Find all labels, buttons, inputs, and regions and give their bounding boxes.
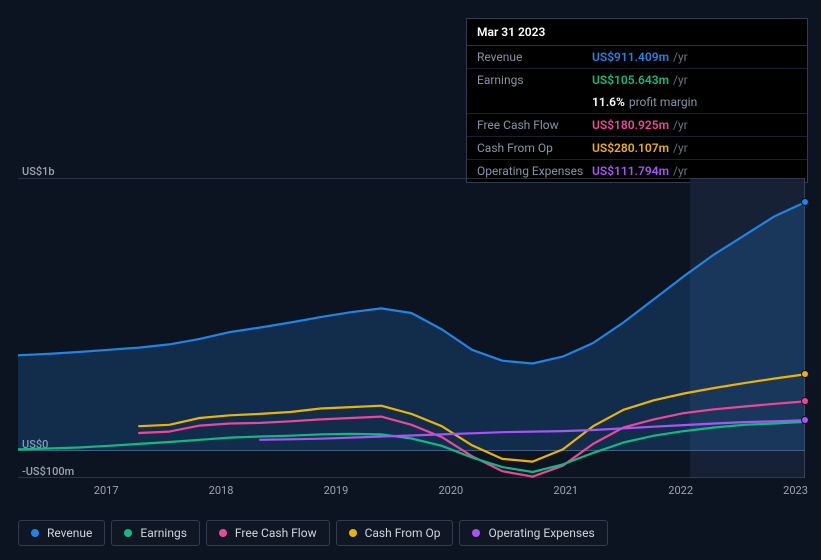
legend-label: Revenue <box>47 526 92 540</box>
y-axis-label: US$1b <box>22 165 55 178</box>
x-axis-label: 2022 <box>668 484 693 497</box>
tooltip-row-value: US$180.925m <box>592 118 669 132</box>
tooltip-row-value: US$105.643m <box>592 73 669 87</box>
tooltip-row-suffix: /yr <box>673 73 688 87</box>
chart-container: Mar 31 2023 RevenueUS$911.409m/yrEarning… <box>0 0 821 560</box>
legend-dot-icon <box>124 529 132 537</box>
tooltip-row-suffix: /yr <box>673 164 688 178</box>
x-axis-labels: 2017 2018 2019 2020 2021 2022 2023 <box>18 484 805 500</box>
tooltip-row-label: Earnings <box>477 73 592 87</box>
x-axis-label: 2020 <box>438 484 463 497</box>
x-axis-label: 2018 <box>209 484 234 497</box>
tooltip-date: Mar 31 2023 <box>467 19 807 46</box>
tooltip-row-suffix: /yr <box>673 118 688 132</box>
legend-item-operating_expenses[interactable]: Operating Expenses <box>459 520 607 546</box>
tooltip-margin-row: 11.6% profit margin <box>467 91 807 114</box>
x-axis-label: 2019 <box>324 484 349 497</box>
legend: Revenue Earnings Free Cash Flow Cash From O… <box>18 520 608 546</box>
x-axis-label: 2017 <box>94 484 119 497</box>
legend-dot-icon <box>472 529 480 537</box>
tooltip-row: EarningsUS$105.643m/yr <box>467 69 807 91</box>
series-end-marker <box>801 198 809 206</box>
series-end-marker <box>801 370 809 378</box>
tooltip-row: Cash From OpUS$280.107m/yr <box>467 137 807 160</box>
tooltip-margin-value: 11.6% <box>592 95 625 109</box>
legend-item-free_cash_flow[interactable]: Free Cash Flow <box>206 520 330 546</box>
tooltip-row-suffix: /yr <box>673 141 688 155</box>
legend-item-earnings[interactable]: Earnings <box>111 520 200 546</box>
legend-label: Operating Expenses <box>488 526 594 540</box>
tooltip-row-value: US$111.794m <box>592 164 669 178</box>
hover-tooltip: Mar 31 2023 RevenueUS$911.409m/yrEarning… <box>466 18 808 183</box>
legend-label: Earnings <box>140 526 187 540</box>
legend-dot-icon <box>31 529 39 537</box>
tooltip-row-label: Cash From Op <box>477 141 592 155</box>
tooltip-row: Free Cash FlowUS$180.925m/yr <box>467 114 807 137</box>
legend-item-cash_from_op[interactable]: Cash From Op <box>336 520 454 546</box>
tooltip-margin-label: profit margin <box>629 95 697 109</box>
tooltip-row-label: Operating Expenses <box>477 164 592 178</box>
legend-label: Cash From Op <box>365 526 441 540</box>
tooltip-row-label: Revenue <box>477 50 592 64</box>
tooltip-row-value: US$280.107m <box>592 141 669 155</box>
legend-item-revenue[interactable]: Revenue <box>18 520 105 546</box>
x-axis-label: 2023 <box>783 484 808 497</box>
tooltip-rows-b: Free Cash FlowUS$180.925m/yrCash From Op… <box>467 114 807 182</box>
tooltip-row-value: US$911.409m <box>592 50 669 64</box>
tooltip-row-suffix: /yr <box>673 50 688 64</box>
line-chart[interactable] <box>18 178 805 478</box>
series-end-marker <box>801 397 809 405</box>
x-axis-label: 2021 <box>553 484 578 497</box>
legend-dot-icon <box>219 529 227 537</box>
tooltip-row: RevenueUS$911.409m/yr <box>467 46 807 69</box>
tooltip-rows-a: RevenueUS$911.409m/yrEarningsUS$105.643m… <box>467 46 807 91</box>
legend-dot-icon <box>349 529 357 537</box>
legend-label: Free Cash Flow <box>235 526 317 540</box>
tooltip-row-label: Free Cash Flow <box>477 118 592 132</box>
series-end-marker <box>801 416 809 424</box>
